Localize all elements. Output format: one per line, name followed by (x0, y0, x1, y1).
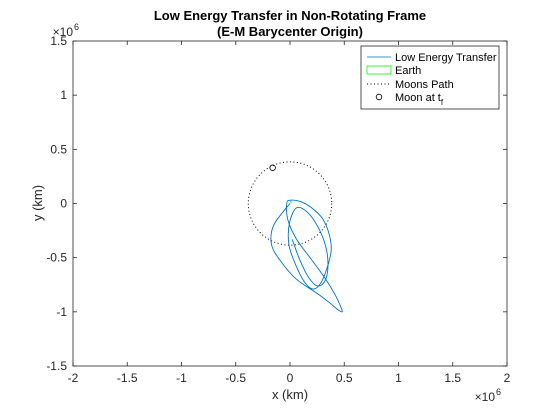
legend-label-moons-path: Moons Path (395, 79, 454, 91)
x-exponent-base: ×10 (475, 390, 496, 404)
moon-final-marker (269, 164, 276, 171)
y-tick-label: 0 (60, 197, 67, 211)
x-axis-label: x (km) (272, 387, 308, 402)
y-tick-label: 1 (60, 88, 67, 102)
legend: Low Energy Transfer Earth Moons Path Moo… (360, 45, 500, 110)
x-exponent: ×10 6 (475, 387, 501, 404)
x-tick-label: -0.5 (225, 371, 246, 385)
legend-marker-moon (375, 93, 383, 101)
y-exponent: ×10 6 (53, 22, 79, 39)
legend-label-earth: Earth (395, 65, 421, 77)
x-tick-label: -1 (176, 371, 187, 385)
moons-path-series (247, 161, 333, 246)
y-exponent-power: 6 (74, 22, 79, 32)
legend-box (360, 45, 500, 110)
x-tick-label: -2 (68, 371, 79, 385)
chart-title-line2: (E-M Barycenter Origin) (217, 24, 363, 39)
ticks-layer: -2 -1.5 -1 -0.5 0 0.5 1 1.5 2-1.5-1-0.500.511.5 (46, 34, 510, 385)
y-exponent-base: ×10 (53, 25, 74, 39)
y-tick-label: 0.5 (50, 142, 67, 156)
x-tick-label: 0 (287, 371, 294, 385)
chart-title-line1: Low Energy Transfer in Non-Rotating Fram… (154, 8, 426, 23)
y-axis-label: y (km) (30, 185, 45, 221)
legend-label-moon: Moon at tf (395, 92, 444, 107)
y-tick-label: 1.5 (50, 34, 67, 48)
x-tick-label: 0.5 (336, 371, 353, 385)
y-tick-label: -1.5 (46, 359, 67, 373)
transfer-trajectory-series (270, 199, 343, 313)
legend-label-moon-main: Moon at t (395, 92, 441, 104)
legend-label-moon-sub: f (441, 98, 444, 107)
x-tick-label: 2 (504, 371, 511, 385)
x-exponent-power: 6 (496, 387, 501, 397)
legend-label-transfer: Low Energy Transfer (395, 52, 497, 64)
legend-swatch-earth (366, 65, 392, 75)
x-tick-label: 1 (395, 371, 402, 385)
y-tick-label: -0.5 (46, 251, 67, 265)
x-tick-label: -1.5 (117, 371, 138, 385)
x-tick-label: 1.5 (444, 371, 461, 385)
y-tick-label: -1 (56, 305, 67, 319)
data-layer (247, 161, 343, 313)
